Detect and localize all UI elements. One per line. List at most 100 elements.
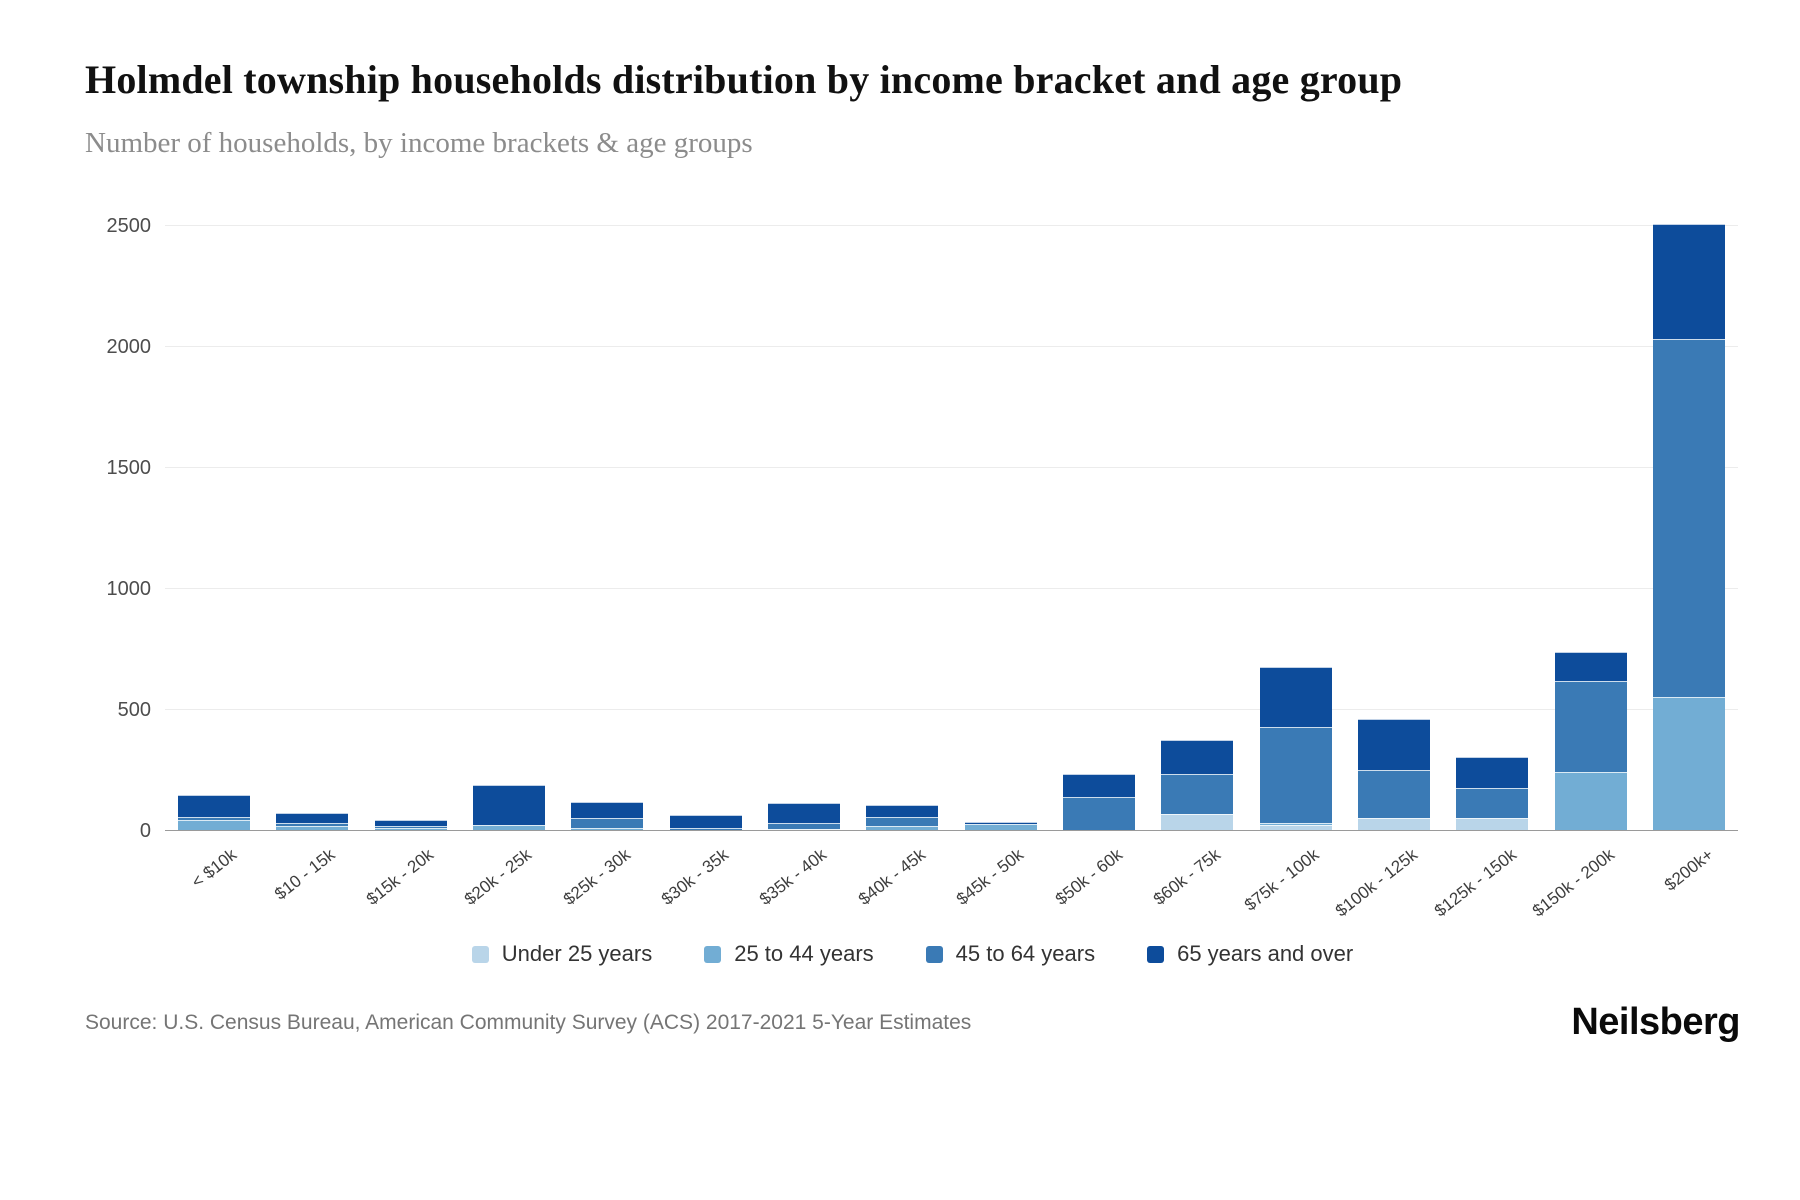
bar-segment[interactable] [1161, 740, 1234, 775]
legend-item[interactable]: 25 to 44 years [704, 941, 874, 967]
bar-segment[interactable] [1652, 338, 1725, 697]
bar-segment[interactable] [178, 794, 251, 817]
stacked-bar [1161, 740, 1234, 832]
bar-slot [1246, 206, 1344, 832]
bar-slot [1443, 206, 1541, 832]
x-tick-slot: $40k - 45k [854, 831, 952, 939]
bar-segment[interactable] [866, 804, 939, 817]
stacked-bar [374, 819, 447, 832]
bar-segment[interactable] [669, 827, 742, 832]
bar-segment[interactable] [1357, 718, 1430, 770]
bar-segment[interactable] [1456, 757, 1529, 788]
bar-segment[interactable] [1456, 787, 1529, 818]
x-tick-slot: $60k - 75k [1149, 831, 1247, 939]
x-tick-label: $15k - 20k [362, 845, 437, 910]
bar-segment[interactable] [1456, 817, 1529, 832]
bar-segment[interactable] [964, 821, 1037, 824]
chart-title: Holmdel township households distribution… [85, 57, 1403, 102]
gridline [165, 588, 1738, 590]
stacked-bar [276, 813, 349, 832]
legend-item[interactable]: 45 to 64 years [925, 941, 1095, 967]
bar-segment[interactable] [374, 819, 447, 827]
bar-segment[interactable] [768, 803, 841, 823]
x-tick-label: $10 - 15k [270, 845, 339, 904]
bar-segment[interactable] [276, 813, 349, 823]
x-tick-slot: $35k - 40k [756, 831, 854, 939]
legend-swatch-icon [925, 945, 943, 963]
bar-segment[interactable] [866, 826, 939, 832]
bar-segment[interactable] [1652, 223, 1725, 339]
x-tick-slot: $200k+ [1642, 831, 1740, 939]
x-tick-slot: $45k - 50k [953, 831, 1051, 939]
bar-segment[interactable] [571, 827, 644, 832]
bar-segment[interactable] [276, 822, 349, 827]
bar-segment[interactable] [473, 785, 546, 826]
bar-segment[interactable] [1259, 727, 1332, 823]
bar-segment[interactable] [1259, 825, 1332, 832]
bars-row [165, 206, 1738, 832]
bar-segment[interactable] [473, 825, 546, 832]
bar-segment[interactable] [178, 816, 251, 821]
stacked-bar [1554, 652, 1627, 832]
bar-segment[interactable] [669, 815, 742, 828]
bar-segment[interactable] [1554, 681, 1627, 772]
y-tick-label: 500 [117, 699, 151, 722]
x-tick-slot: $75k - 100k [1241, 831, 1346, 939]
x-tick-label: $45k - 50k [953, 845, 1028, 910]
x-axis: < $10k $10 - 15k $15k - 20k $20k - 25k $25k … [165, 831, 1740, 939]
bar-segment[interactable] [571, 817, 644, 828]
bar-segment[interactable] [374, 828, 447, 832]
stacked-bar [964, 821, 1037, 832]
bar-segment[interactable] [1554, 771, 1627, 832]
chart-subtitle: Number of households, by income brackets… [85, 127, 753, 160]
bar-segment[interactable] [1161, 774, 1234, 815]
bar-segment[interactable] [866, 816, 939, 827]
gridline [165, 225, 1738, 227]
bar-slot [657, 206, 755, 832]
bar-segment[interactable] [768, 822, 841, 829]
x-tick-label: $60k - 75k [1150, 845, 1225, 910]
legend-item[interactable]: Under 25 years [471, 941, 652, 967]
y-tick-label: 2500 [106, 215, 152, 238]
bar-segment[interactable] [1259, 666, 1332, 728]
legend-item[interactable]: 65 years and over [1147, 941, 1353, 967]
x-tick-label: $100k - 125k [1332, 845, 1422, 921]
x-tick-label: $25k - 30k [559, 845, 634, 910]
x-axis-line [165, 830, 1738, 832]
x-tick-slot: $25k - 30k [559, 831, 657, 939]
stacked-bar [473, 785, 546, 832]
chart-page: Holmdel township households distribution… [85, 57, 1740, 967]
bar-segment[interactable] [178, 820, 251, 832]
bar-segment[interactable] [571, 802, 644, 818]
stacked-bar-chart: 0 500 1000 1500 2000 2500 [85, 206, 1740, 842]
bar-segment[interactable] [1652, 696, 1725, 832]
bar-segment[interactable] [1259, 822, 1332, 826]
bar-segment[interactable] [1357, 817, 1430, 832]
brand-logo[interactable]: Neilsberg [1571, 1001, 1740, 1044]
x-tick-label: $35k - 40k [756, 845, 831, 910]
x-tick-label: $30k - 35k [657, 845, 733, 910]
bar-segment[interactable] [276, 826, 349, 832]
bar-segment[interactable] [374, 826, 447, 829]
bar-segment[interactable] [1062, 774, 1135, 798]
bar-segment[interactable] [1554, 652, 1627, 682]
bar-segment[interactable] [1161, 814, 1234, 832]
x-tick-label: $20k - 25k [460, 845, 536, 910]
gridline [165, 467, 1738, 469]
bar-slot [165, 206, 263, 832]
x-tick-label: $125k - 150k [1430, 845, 1520, 921]
plot-area [165, 206, 1738, 832]
x-tick-slot: < $10k [165, 831, 263, 939]
source-text: Source: U.S. Census Bureau, American Com… [85, 1010, 972, 1034]
y-tick-label: 0 [139, 820, 151, 843]
bar-slot [853, 206, 951, 832]
stacked-bar [866, 804, 939, 832]
bar-slot [263, 206, 361, 832]
bar-segment[interactable] [1062, 797, 1135, 832]
bar-segment[interactable] [768, 828, 841, 832]
bar-slot [362, 206, 460, 832]
bar-slot [558, 206, 656, 832]
bar-segment[interactable] [1357, 769, 1430, 818]
bar-slot [755, 206, 853, 832]
bar-segment[interactable] [964, 823, 1037, 832]
